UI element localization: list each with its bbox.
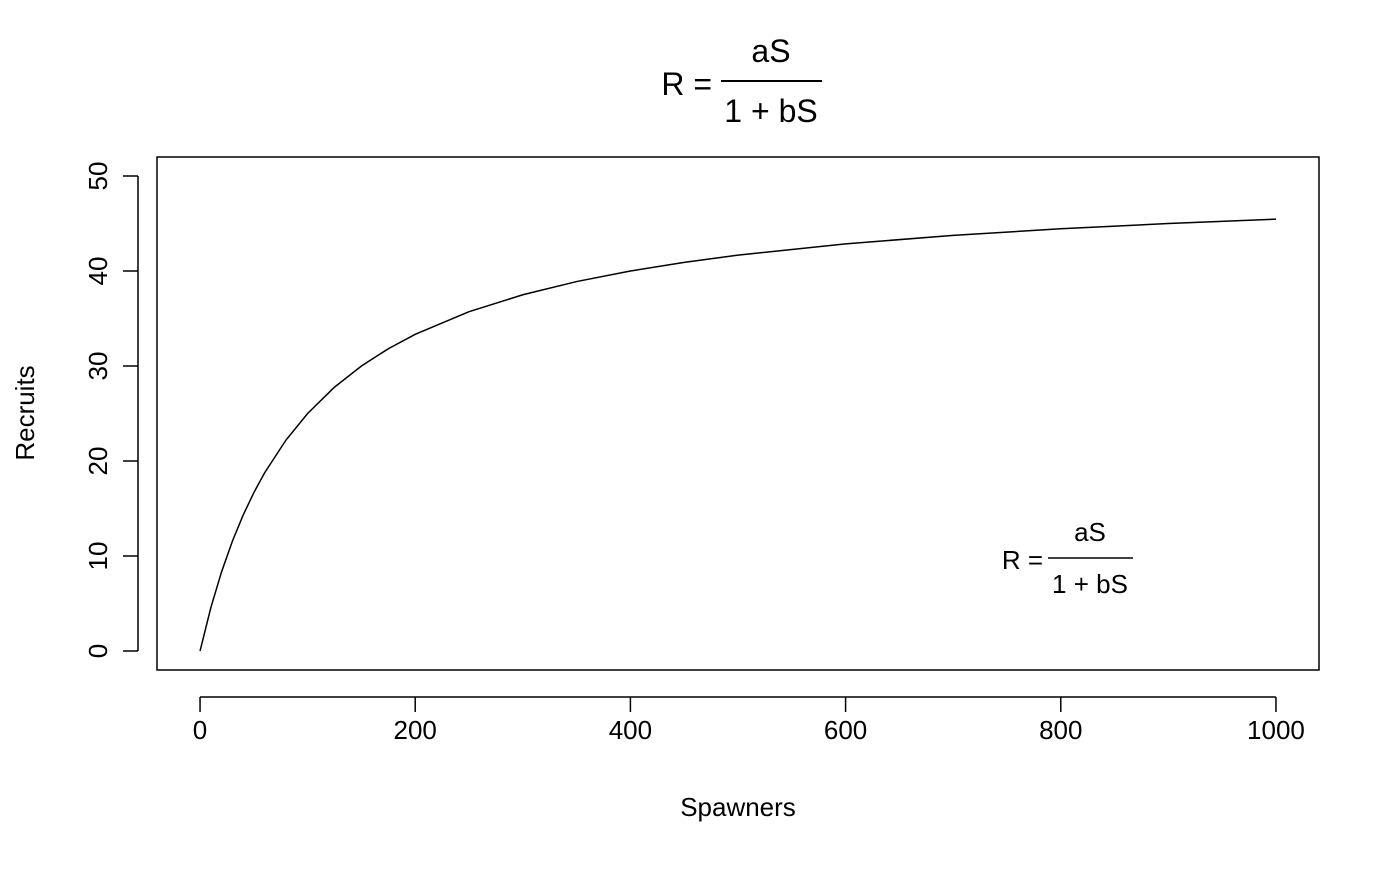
y-tick-label: 20 bbox=[83, 447, 113, 476]
annotation-equation: R = aS 1 + bS bbox=[1002, 517, 1133, 599]
x-tick-label: 400 bbox=[609, 715, 652, 745]
series-point bbox=[388, 348, 389, 349]
series-point bbox=[307, 413, 308, 414]
y-tick-label: 0 bbox=[83, 644, 113, 658]
series-point bbox=[334, 387, 335, 388]
series-line bbox=[199, 218, 1276, 652]
x-tick-label: 200 bbox=[394, 715, 437, 745]
x-axis: 0 200 400 600 800 1000 bbox=[193, 696, 1305, 745]
series-point bbox=[468, 311, 469, 312]
title-numerator: aS bbox=[751, 33, 790, 69]
title-lhs: R = bbox=[661, 66, 712, 102]
y-axis-title: Recruits bbox=[10, 365, 40, 460]
chart-title: R = aS 1 + bS bbox=[661, 33, 822, 129]
series-point bbox=[264, 472, 265, 473]
annotation-denominator: 1 + bS bbox=[1052, 569, 1128, 599]
series-point bbox=[286, 439, 287, 440]
series-point bbox=[576, 281, 577, 282]
y-tick-label: 40 bbox=[83, 257, 113, 286]
series-point bbox=[953, 235, 954, 236]
y-axis: 0 10 20 30 40 50 bbox=[83, 162, 139, 658]
series-point bbox=[199, 650, 200, 651]
annotation-lhs: R = bbox=[1002, 545, 1043, 575]
x-tick-label: 600 bbox=[824, 715, 867, 745]
series-point bbox=[845, 243, 846, 244]
series-point bbox=[253, 492, 254, 493]
x-tick-label: 1000 bbox=[1247, 715, 1305, 745]
series-point bbox=[1168, 223, 1169, 224]
series-point bbox=[1275, 219, 1276, 220]
x-tick-label: 0 bbox=[193, 715, 207, 745]
series-point bbox=[630, 270, 631, 271]
series-point bbox=[415, 334, 416, 335]
title-denominator: 1 + bS bbox=[724, 93, 817, 129]
series-point bbox=[232, 541, 233, 542]
series-point bbox=[361, 365, 362, 366]
y-tick-label: 50 bbox=[83, 162, 113, 191]
series-point bbox=[684, 262, 685, 263]
y-tick-label: 30 bbox=[83, 352, 113, 381]
y-tick-label: 10 bbox=[83, 542, 113, 571]
series-point bbox=[210, 607, 211, 608]
series-point bbox=[1060, 228, 1061, 229]
annotation-numerator: aS bbox=[1074, 517, 1106, 547]
x-axis-title: Spawners bbox=[680, 792, 796, 822]
series-point bbox=[522, 294, 523, 295]
plot-frame bbox=[156, 156, 1320, 671]
series-point bbox=[737, 255, 738, 256]
series-point bbox=[242, 515, 243, 516]
x-tick-label: 800 bbox=[1039, 715, 1082, 745]
series-point bbox=[221, 571, 222, 572]
